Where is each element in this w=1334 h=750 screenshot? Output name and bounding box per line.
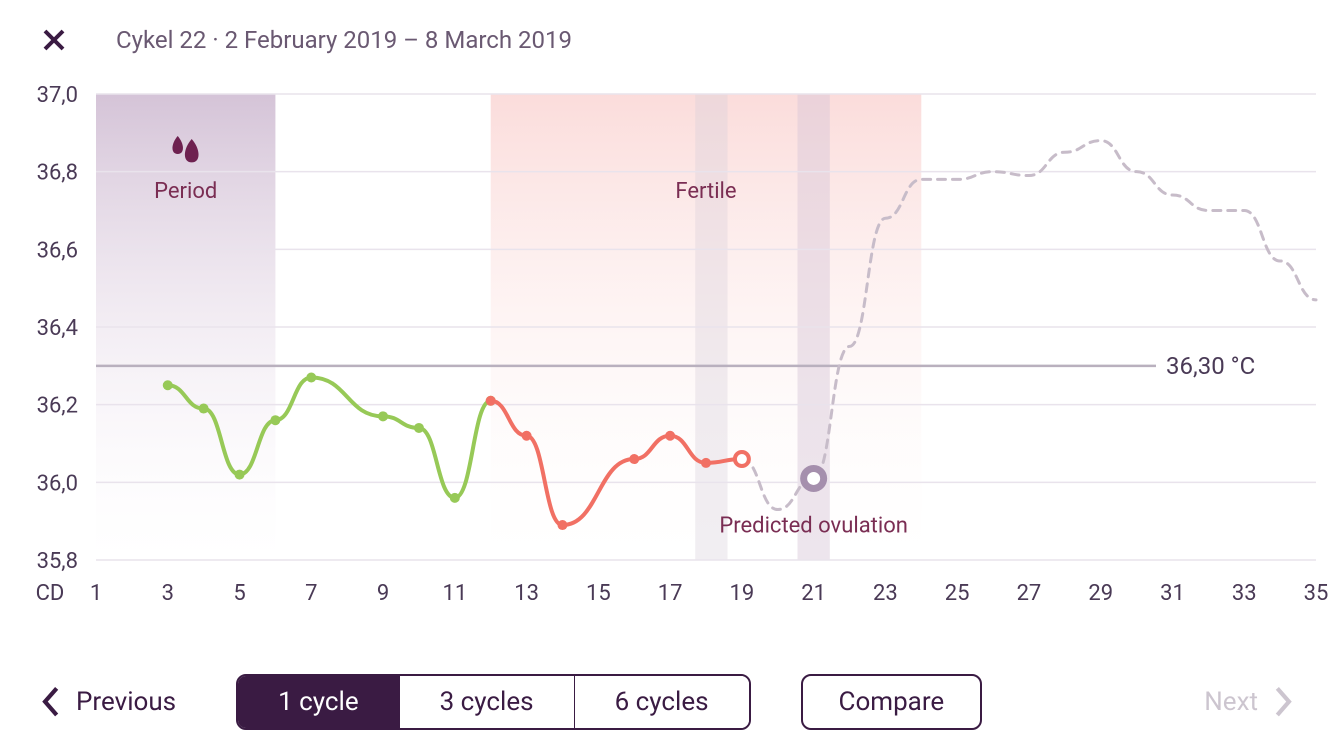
red-marker [522, 431, 532, 441]
close-icon[interactable] [40, 26, 68, 54]
segment-6-cycles[interactable]: 6 cycles [575, 676, 749, 728]
x-tick-label: 1 [90, 581, 102, 606]
x-tick-label: 7 [305, 581, 317, 606]
red-marker [629, 454, 639, 464]
green-marker [199, 404, 209, 414]
green-marker [378, 411, 388, 421]
fertile-zone-label: Fertile [675, 179, 736, 204]
x-tick-label: 15 [586, 581, 611, 606]
previous-label: Previous [76, 687, 176, 717]
green-marker [235, 470, 245, 480]
green-marker [450, 493, 460, 503]
x-tick-label: 13 [514, 581, 539, 606]
x-tick-label: 19 [730, 581, 755, 606]
previous-button[interactable]: Previous [40, 685, 176, 719]
ovulation-marker [804, 468, 824, 488]
x-tick-label: 33 [1232, 581, 1257, 606]
bottom-toolbar: Previous 1 cycle3 cycles6 cycles Compare… [40, 672, 1294, 732]
reference-line-label: 36,30 °C [1166, 352, 1255, 380]
ovulation-label: Predicted ovulation [719, 513, 908, 538]
next-button[interactable]: Next [1204, 685, 1294, 719]
y-tick-label: 36,6 [37, 238, 78, 263]
red-marker [701, 458, 711, 468]
x-tick-label: 9 [377, 581, 389, 606]
y-tick-label: 36,2 [37, 394, 78, 419]
red-marker [486, 396, 496, 406]
x-axis-title: CD [36, 581, 65, 606]
y-tick-label: 36,8 [37, 161, 78, 186]
x-tick-label: 23 [873, 581, 898, 606]
temperature-chart: 35,836,036,236,436,636,837,0CD1357911131… [0, 80, 1334, 640]
segment-1-cycle[interactable]: 1 cycle [238, 676, 400, 728]
x-tick-label: 5 [233, 581, 245, 606]
segment-3-cycles[interactable]: 3 cycles [400, 676, 575, 728]
red-marker [557, 520, 567, 530]
chevron-right-icon [1274, 685, 1294, 719]
compare-label: Compare [839, 687, 945, 717]
header: Cykel 22 · 2 February 2019 – 8 March 201… [40, 20, 1294, 60]
y-tick-label: 37,0 [37, 83, 78, 108]
x-tick-label: 31 [1160, 581, 1185, 606]
x-tick-label: 27 [1017, 581, 1042, 606]
period-zone-label: Period [154, 179, 217, 204]
chevron-left-icon [40, 685, 60, 719]
red-marker [665, 431, 675, 441]
y-tick-label: 36,0 [37, 471, 78, 496]
x-tick-label: 29 [1088, 581, 1113, 606]
x-tick-label: 11 [442, 581, 467, 606]
next-label: Next [1204, 687, 1258, 717]
x-tick-label: 21 [801, 581, 826, 606]
y-tick-label: 35,8 [37, 549, 78, 574]
green-marker [163, 380, 173, 390]
cycle-range-segmented: 1 cycle3 cycles6 cycles [236, 674, 750, 730]
x-tick-label: 25 [945, 581, 970, 606]
root: Cykel 22 · 2 February 2019 – 8 March 201… [0, 0, 1334, 750]
green-marker [306, 372, 316, 382]
x-tick-label: 35 [1304, 581, 1329, 606]
green-marker [414, 423, 424, 433]
green-marker [270, 415, 280, 425]
page-title: Cykel 22 · 2 February 2019 – 8 March 201… [116, 26, 572, 54]
compare-button[interactable]: Compare [801, 674, 983, 730]
x-tick-label: 3 [162, 581, 174, 606]
red-marker-hollow [735, 452, 749, 466]
y-tick-label: 36,4 [37, 316, 78, 341]
x-tick-label: 17 [658, 581, 683, 606]
